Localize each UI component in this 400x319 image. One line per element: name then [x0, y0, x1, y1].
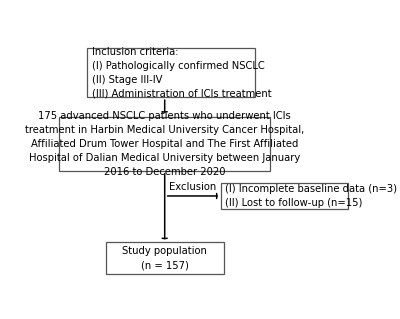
Text: Study population
(n = 157): Study population (n = 157): [122, 246, 207, 270]
FancyBboxPatch shape: [59, 117, 270, 171]
FancyBboxPatch shape: [220, 183, 348, 209]
Text: 175 advanced NSCLC patients who underwent ICIs
treatment in Harbin Medical Unive: 175 advanced NSCLC patients who underwen…: [25, 111, 304, 177]
Text: (I) Incomplete baseline data (n=3)
(II) Lost to follow-up (n=15): (I) Incomplete baseline data (n=3) (II) …: [225, 184, 397, 208]
Text: Inclusion criteria:
(I) Pathologically confirmed NSCLC
(II) Stage III-IV
(III) A: Inclusion criteria: (I) Pathologically c…: [92, 47, 272, 99]
Text: Exclusion: Exclusion: [169, 182, 216, 192]
FancyBboxPatch shape: [87, 48, 255, 97]
FancyBboxPatch shape: [106, 242, 224, 274]
